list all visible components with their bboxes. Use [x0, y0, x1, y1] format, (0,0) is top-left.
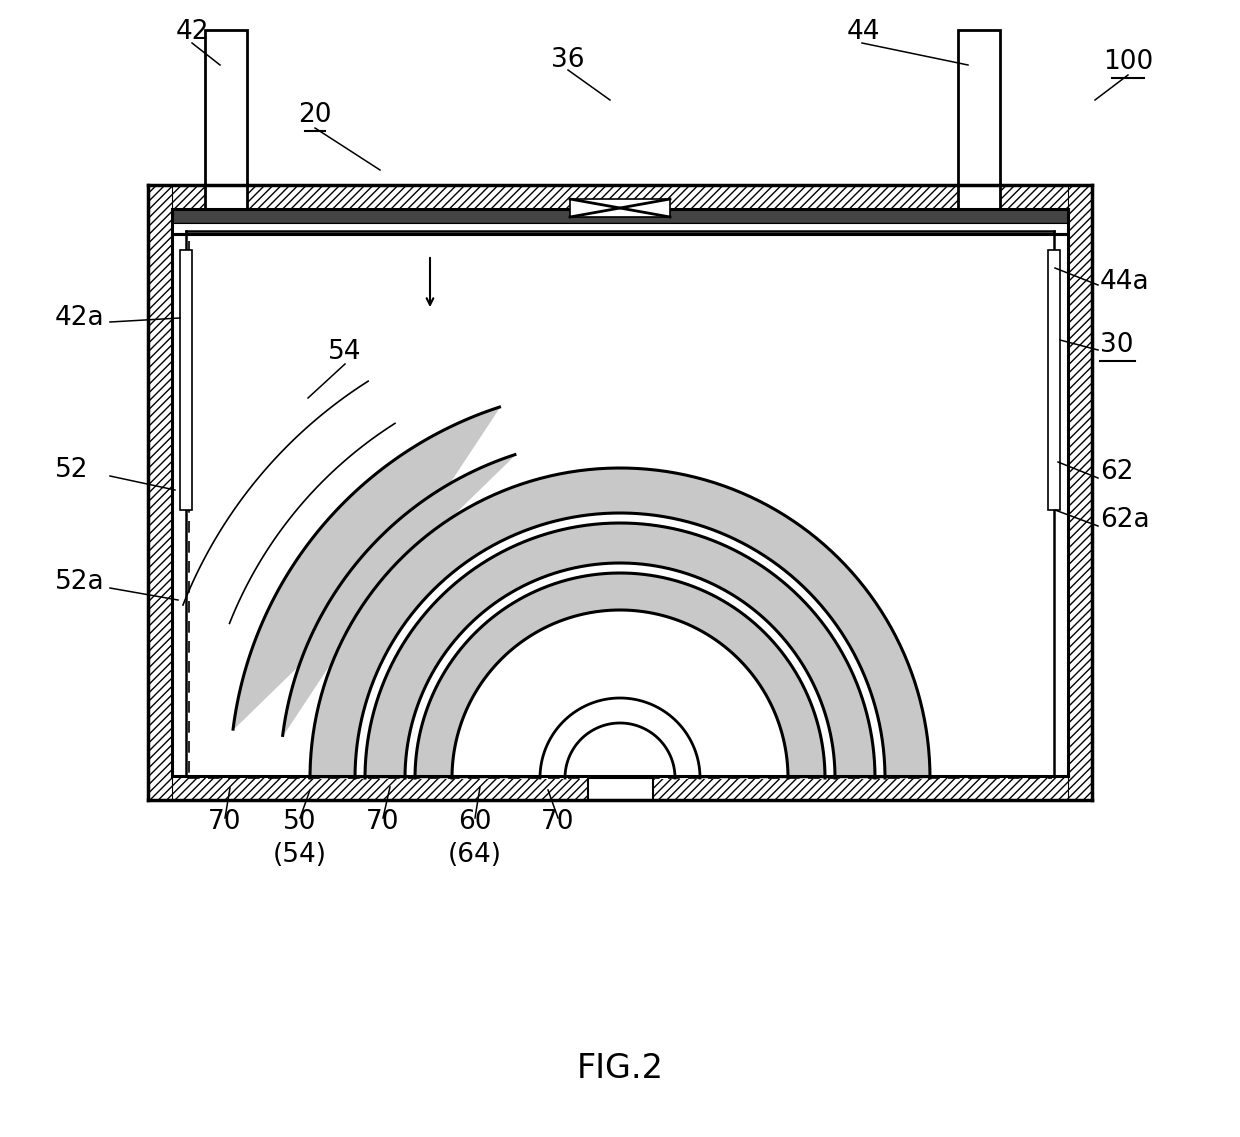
Bar [1048, 250, 1060, 511]
Bar [1068, 185, 1092, 800]
Polygon shape [415, 573, 825, 778]
Text: 70: 70 [208, 810, 242, 835]
Text: 44: 44 [846, 19, 879, 45]
Bar [148, 185, 172, 800]
Text: 44a: 44a [1100, 269, 1149, 294]
Bar [180, 250, 192, 511]
Text: 100: 100 [1102, 49, 1153, 75]
Text: 60: 60 [459, 810, 492, 835]
Text: 20: 20 [299, 102, 332, 128]
Bar [570, 199, 670, 217]
Bar [172, 209, 1068, 223]
Bar [148, 775, 1092, 800]
Polygon shape [233, 407, 515, 736]
Bar [588, 778, 653, 800]
Text: 42a: 42a [55, 305, 104, 331]
Text: 62a: 62a [1100, 507, 1149, 533]
Bar [959, 30, 999, 210]
Text: 54: 54 [329, 339, 362, 365]
Bar [172, 223, 1068, 233]
Polygon shape [365, 523, 875, 778]
Text: 52a: 52a [55, 568, 104, 595]
Text: (64): (64) [448, 843, 502, 868]
Bar [148, 185, 1092, 209]
Polygon shape [539, 698, 701, 778]
Text: 36: 36 [552, 47, 585, 73]
Bar [205, 30, 247, 210]
Text: 50: 50 [283, 810, 316, 835]
Polygon shape [310, 468, 930, 778]
Text: 70: 70 [366, 810, 399, 835]
Text: 30: 30 [1100, 332, 1133, 358]
Text: 70: 70 [541, 810, 575, 835]
Text: 52: 52 [55, 457, 88, 483]
Bar [172, 209, 1068, 775]
Text: (54): (54) [273, 843, 327, 868]
Text: 62: 62 [1100, 459, 1133, 485]
Text: 42: 42 [175, 19, 208, 45]
Text: FIG.2: FIG.2 [577, 1052, 663, 1085]
